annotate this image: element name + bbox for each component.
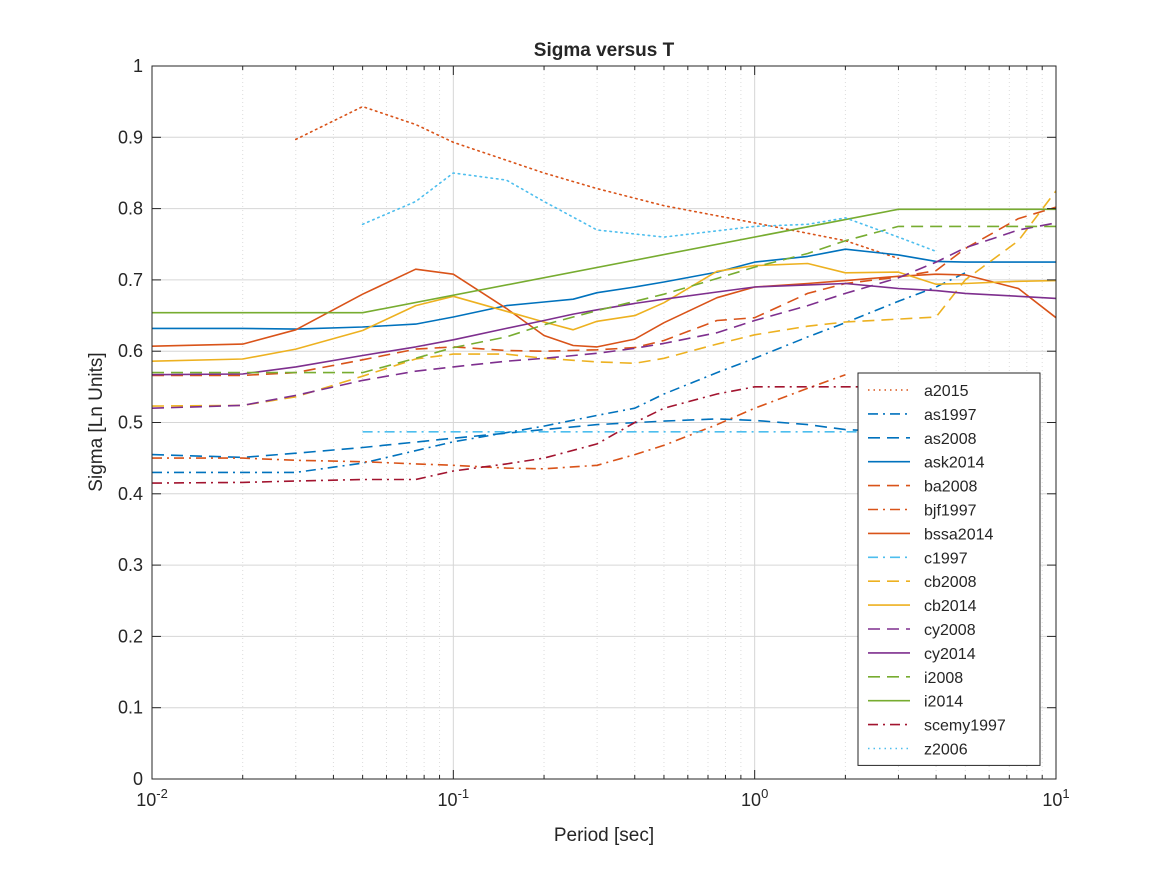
series-line-ask2014: [152, 248, 1056, 330]
series-line-as2008: [152, 418, 899, 459]
y-tick-label: 0.4: [118, 484, 143, 504]
legend-label-bssa2014: bssa2014: [924, 526, 993, 543]
series-line-i2008: [152, 225, 1056, 374]
x-tick-label: 10-2: [136, 786, 168, 810]
series-layer: [152, 105, 1056, 484]
y-tick-label: 0.2: [118, 626, 143, 646]
y-tick-label: 0.8: [118, 199, 143, 219]
legend-label-scemy1997: scemy1997: [924, 718, 1006, 735]
legend-label-ba2008: ba2008: [924, 479, 977, 496]
legend-label-a2015: a2015: [924, 383, 969, 400]
legend-label-c1997: c1997: [924, 550, 968, 567]
y-tick-label: 0.7: [118, 270, 143, 290]
series-line-bssa2014: [152, 268, 1056, 348]
series-line-bjf1997: [152, 373, 846, 470]
chart-title: Sigma versus T: [534, 40, 675, 61]
legend-label-i2014: i2014: [924, 694, 963, 711]
x-axis-label: Period [sec]: [554, 825, 654, 846]
series-line-ba2008: [152, 206, 1056, 377]
legend-label-ask2014: ask2014: [924, 455, 985, 472]
y-tick-label: 1: [133, 56, 143, 76]
legend-label-cb2008: cb2008: [924, 574, 977, 591]
legend-label-as2008: as2008: [924, 431, 977, 448]
legend: a2015 as1997 as2008 ask2014 ba2008 bjf1997 bss…: [857, 372, 1041, 766]
x-tick-label: 101: [1042, 786, 1069, 810]
legend-label-i2008: i2008: [924, 670, 963, 687]
y-axis-label: Sigma [Ln Units]: [86, 352, 107, 491]
legend-label-bjf1997: bjf1997: [924, 503, 977, 520]
x-tick-label: 10-1: [438, 786, 470, 810]
series-line-scemy1997: [152, 385, 899, 484]
legend-label-as1997: as1997: [924, 407, 977, 424]
y-tick-label: 0.6: [118, 341, 143, 361]
y-tick-label: 0: [133, 769, 143, 789]
series-line-as1997: [152, 272, 966, 474]
series-line-cy2008: [152, 222, 1056, 409]
series-line-cy2014: [152, 282, 1056, 376]
tick-layer: 10-2 10-1 100 101 0 0.1 0.2 0.3 0.4 0.5 0.6 0.7 0.8 0…: [118, 56, 1070, 810]
series-line-cb2014: [152, 262, 1056, 362]
y-tick-label: 0.9: [118, 127, 143, 147]
series-line-i2014: [152, 208, 1056, 314]
y-tick-label: 0.5: [118, 413, 143, 433]
x-tick-label: 100: [741, 786, 768, 810]
y-tick-label: 0.3: [118, 555, 143, 575]
legend-label-cb2014: cb2014: [924, 598, 977, 615]
y-tick-label: 0.1: [118, 698, 143, 718]
legend-label-z2006: z2006: [924, 742, 968, 759]
series-line-cb2008: [152, 190, 1056, 407]
legend-label-cy2014: cy2014: [924, 646, 976, 663]
legend-label-cy2008: cy2008: [924, 622, 976, 639]
